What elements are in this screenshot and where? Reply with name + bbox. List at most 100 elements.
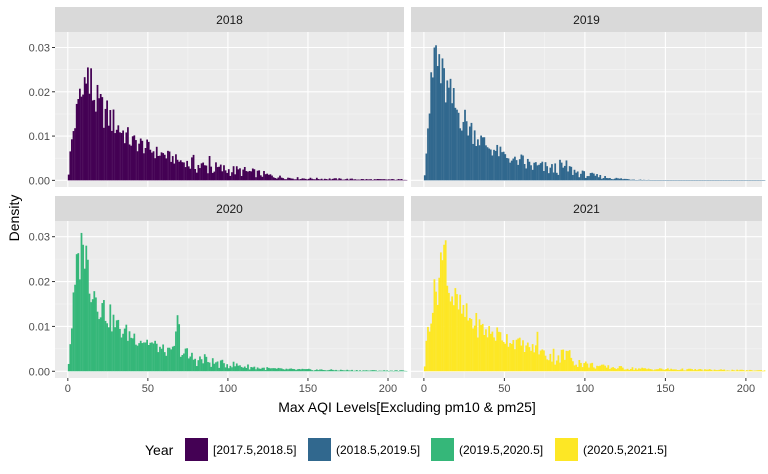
histogram-bar [646, 369, 648, 372]
histogram-bar [570, 166, 573, 181]
histogram-bar [679, 369, 682, 372]
histogram-bar [430, 72, 433, 181]
histogram-bar [111, 331, 113, 372]
histogram-bar [114, 133, 116, 181]
histogram-bar [325, 179, 328, 181]
histogram-bar [554, 364, 557, 372]
histogram-bar [554, 163, 557, 181]
histogram-bar [485, 329, 487, 372]
histogram-bar [299, 369, 302, 372]
histogram-bar [205, 165, 208, 181]
histogram-bar [109, 304, 112, 372]
histogram-bar [371, 370, 374, 372]
histogram-bar [531, 169, 534, 181]
histogram-bar [668, 369, 671, 372]
histogram-bar [488, 326, 491, 372]
histogram-bar [339, 178, 342, 181]
histogram-bar [263, 367, 265, 372]
histogram-bar [253, 366, 256, 372]
histogram-bar [133, 333, 136, 372]
histogram-bar [734, 370, 737, 372]
histogram-bar [428, 113, 431, 181]
histogram-bar [341, 179, 344, 181]
histogram-bar [728, 370, 730, 372]
histogram-bars [67, 67, 408, 181]
histogram-bar [477, 139, 479, 181]
histogram-bar [362, 370, 365, 372]
legend-key [185, 438, 208, 461]
histogram-bar [633, 369, 635, 372]
histogram-bar [652, 370, 655, 372]
histogram-bar [478, 319, 481, 372]
histogram-bar [306, 179, 309, 181]
histogram-bar [223, 165, 225, 181]
histogram-bar [187, 358, 190, 372]
histogram-bar [199, 356, 201, 372]
histogram-bar [336, 179, 339, 181]
histogram-bar [251, 367, 254, 372]
histogram-bar [649, 369, 652, 372]
histogram-bar [312, 370, 315, 372]
histogram-bar [625, 369, 627, 372]
histogram-bar [592, 367, 595, 372]
histogram-bar [451, 103, 454, 181]
histogram-bar [467, 135, 470, 181]
histogram-bar [763, 370, 766, 372]
histogram-bar [328, 369, 331, 372]
histogram-bar [311, 178, 313, 181]
histogram-bar [534, 162, 537, 181]
histogram-bar [526, 158, 529, 181]
y-tick-label: 0.00 [29, 175, 50, 187]
histogram-bar [218, 367, 221, 372]
histogram-bar [293, 179, 296, 181]
histogram-bar [383, 179, 385, 181]
histogram-bar [433, 279, 436, 372]
histogram-bar [518, 337, 521, 372]
histogram-bar [480, 324, 482, 372]
facet-strip [55, 196, 404, 221]
histogram-bar [684, 370, 687, 372]
histogram-bar [448, 292, 450, 372]
histogram-bar [499, 146, 502, 181]
histogram-bar [295, 369, 297, 372]
histogram-bar [525, 345, 528, 372]
histogram-bar [655, 369, 658, 372]
histogram-bar [122, 333, 124, 372]
histogram-bar [534, 345, 537, 372]
histogram-bar [692, 370, 695, 372]
histogram-bar [615, 369, 618, 372]
histogram-bar [628, 179, 631, 181]
facet-strip [411, 196, 762, 221]
histogram-bar [317, 179, 320, 181]
histogram-bar [266, 173, 269, 181]
histogram-bar [755, 370, 758, 372]
histogram-bar [538, 354, 540, 372]
histogram-bar [575, 364, 577, 372]
histogram-bar [691, 369, 693, 372]
histogram-bar [435, 291, 437, 372]
histogram-bar [197, 164, 200, 181]
histogram-bar [112, 109, 115, 181]
histogram-bar [670, 368, 672, 372]
histogram-bar [264, 370, 267, 372]
histogram-bar [625, 178, 627, 181]
histogram-bar [539, 163, 542, 181]
histogram-bar [575, 172, 577, 181]
histogram-bar [74, 128, 76, 181]
histogram-bar [107, 327, 110, 372]
histogram-bar [713, 369, 716, 372]
histogram-bar [226, 364, 229, 372]
histogram-bar [435, 45, 437, 181]
histogram-bar [71, 328, 73, 372]
histogram-bar [221, 171, 224, 181]
histogram-bar [586, 176, 589, 181]
histogram-bar [200, 163, 203, 181]
histogram-bar [620, 366, 623, 372]
histogram-bar [149, 342, 152, 372]
panels: 2018 0.00 0.01 0.02 0.03 2019 2020 0.00 0.01 0.02… [29, 7, 766, 395]
histogram-bar [443, 68, 445, 181]
histogram-bar [167, 150, 169, 181]
histogram-bar [757, 370, 759, 372]
histogram-bar [528, 347, 531, 372]
histogram-bar [618, 366, 621, 372]
